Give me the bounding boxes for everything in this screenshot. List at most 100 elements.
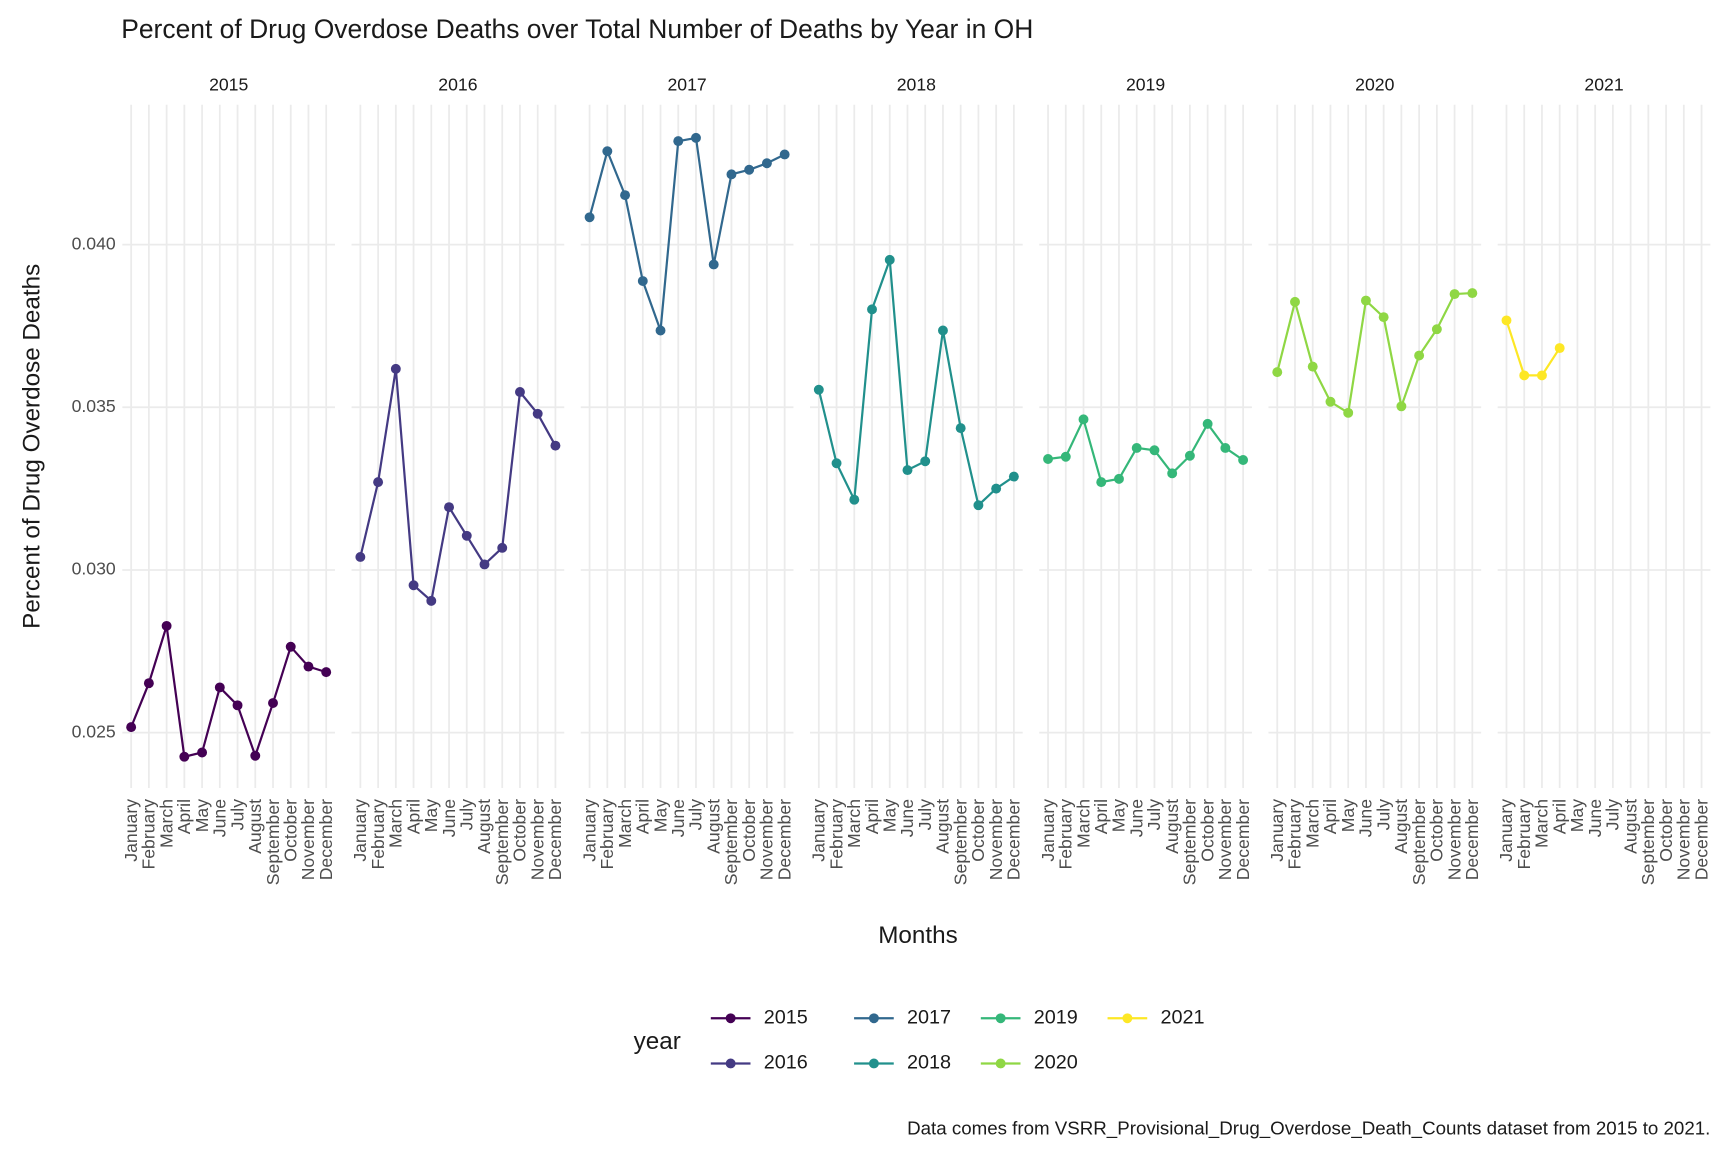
data-point [285,641,296,652]
data-point [655,325,666,336]
data-point [550,440,561,451]
x-tick-label: April [1549,799,1569,834]
x-tick-label: January [1038,799,1058,862]
data-point [461,530,472,541]
data-point [620,190,631,201]
data-point [497,542,508,553]
data-point [479,559,490,570]
facet-label: 2015 [209,75,248,95]
x-tick-label: June [210,799,230,837]
data-point [902,465,913,476]
data-point [831,458,842,469]
data-point [268,698,278,709]
x-tick-label: August [1391,799,1411,854]
x-tick-label: May [1109,799,1129,832]
x-tick-label: April [174,799,194,834]
legend-label: 2021 [1160,1007,1204,1029]
x-tick-label: October [739,799,759,862]
legend-key-point [995,1058,1006,1069]
data-point [161,620,172,631]
x-tick-label: February [139,799,159,870]
data-point [884,254,895,265]
data-point [126,722,137,733]
x-tick-label: September [721,799,741,885]
data-point [1043,454,1053,464]
x-axis-label: Months [878,922,957,949]
x-tick-label: March [156,799,176,848]
x-tick-label: December [1691,799,1711,880]
x-tick-label: February [1285,799,1305,870]
legend-key-point [868,1013,879,1024]
x-tick-label: February [1514,799,1534,870]
data-point [726,169,737,180]
facet-label: 2019 [1126,75,1165,95]
x-tick-label: July [1144,799,1164,831]
data-point [1378,312,1389,323]
data-point [1396,401,1407,412]
x-tick-label: March [386,799,406,848]
x-tick-label: December [774,799,794,880]
data-point [1149,445,1160,456]
legend-title: year [634,1028,681,1055]
data-point [532,408,543,419]
x-tick-label: June [439,799,459,837]
x-tick-label: July [457,799,477,831]
x-tick-label: February [368,799,388,870]
x-tick-label: March [1302,799,1322,848]
data-point [867,304,877,315]
x-tick-label: August [1162,799,1182,854]
data-point [1114,473,1124,484]
data-point [321,667,332,678]
x-tick-label: September [263,799,283,885]
x-tick-label: May [880,799,900,832]
legend-label: 2018 [907,1052,951,1074]
x-tick-label: August [1620,799,1640,854]
x-tick-label: August [703,799,723,854]
x-tick-label: May [421,799,441,832]
x-tick-label: July [227,799,247,831]
data-point [584,212,595,223]
x-tick-label: March [615,799,635,848]
data-point [179,751,190,762]
x-tick-label: June [1126,799,1146,837]
legend-label: 2019 [1034,1007,1078,1029]
data-point [1307,361,1318,372]
y-tick-label: 0.030 [72,559,116,579]
facet-label: 2017 [668,75,707,95]
data-point [991,483,1002,494]
x-tick-label: December [545,799,565,880]
x-tick-label: November [1215,799,1235,880]
data-point [761,158,772,169]
series-line [1276,291,1473,415]
x-tick-label: November [298,799,318,880]
x-tick-label: April [862,799,882,834]
x-tick-label: November [757,799,777,880]
x-tick-label: August [933,799,953,854]
data-point [1272,367,1283,378]
data-point [1096,477,1107,488]
data-point [1290,296,1300,307]
facet-label: 2020 [1355,75,1394,95]
x-tick-label: October [510,799,530,862]
data-point [1536,370,1547,381]
data-point [1008,471,1019,482]
x-tick-label: September [950,799,970,885]
x-tick-label: December [1462,799,1482,880]
data-point [1343,407,1354,418]
data-point [232,700,243,711]
data-point [1554,343,1565,354]
x-tick-label: September [1638,799,1658,885]
x-tick-label: December [1004,799,1024,880]
data-point [1078,414,1089,425]
legend-key-point [1122,1013,1133,1024]
x-tick-label: June [1585,799,1605,837]
legend-key-point [868,1058,879,1069]
x-tick-label: January [350,799,370,862]
x-tick-label: July [1373,799,1393,831]
data-point [1167,468,1178,479]
facet-label: 2021 [1584,75,1623,95]
x-tick-label: April [1320,799,1340,834]
x-tick-label: August [245,799,265,854]
data-point [637,276,648,287]
